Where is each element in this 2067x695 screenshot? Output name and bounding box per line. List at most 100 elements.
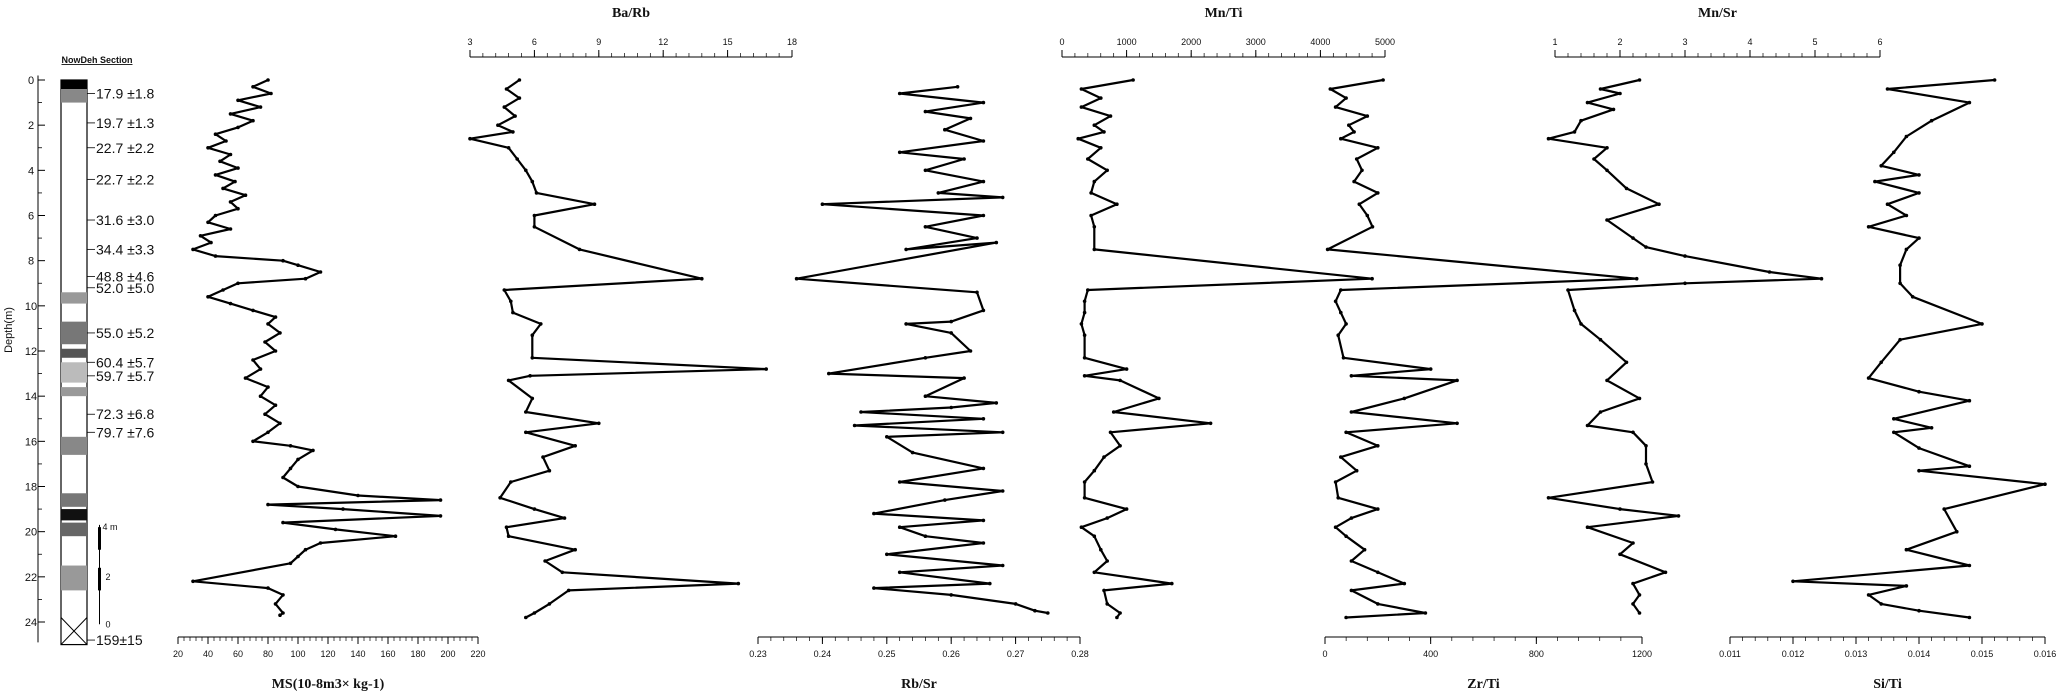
data-point bbox=[1339, 136, 1343, 141]
data-point bbox=[288, 466, 293, 471]
data-point bbox=[530, 396, 535, 401]
x-tick-label: 200 bbox=[440, 649, 455, 659]
data-point bbox=[1637, 593, 1642, 597]
x-tick-label: 180 bbox=[410, 649, 425, 659]
data-point bbox=[981, 139, 986, 143]
data-point bbox=[296, 263, 300, 268]
x-tick-label: 0.013 bbox=[1845, 649, 1868, 659]
data-point bbox=[1349, 516, 1354, 520]
data-point bbox=[1566, 288, 1570, 292]
data-point bbox=[1092, 534, 1097, 538]
x-tick-label: 800 bbox=[1529, 649, 1544, 659]
data-point bbox=[236, 281, 240, 286]
depth-tick-label: 20 bbox=[25, 527, 37, 539]
data-point bbox=[1000, 489, 1005, 493]
lithology-band bbox=[61, 387, 87, 397]
data-point bbox=[1333, 525, 1338, 529]
data-point bbox=[1618, 91, 1622, 96]
x-tick-label: 9 bbox=[596, 37, 601, 47]
data-point bbox=[1124, 367, 1129, 371]
data-point bbox=[263, 340, 267, 344]
panel-si-ti: 0.011 0.012 0.013 0.014 0.015 0.016 Si/Ti bbox=[1719, 78, 2056, 692]
data-point bbox=[1402, 396, 1407, 401]
data-point bbox=[1376, 602, 1380, 606]
data-point bbox=[1663, 570, 1668, 575]
data-point bbox=[243, 376, 248, 380]
data-point bbox=[1929, 118, 1934, 123]
age-label: 19.7 ±1.3 bbox=[96, 115, 154, 131]
data-point bbox=[1879, 360, 1883, 365]
data-point bbox=[981, 466, 986, 471]
data-point bbox=[1086, 288, 1090, 292]
data-point bbox=[1637, 396, 1642, 401]
data-point bbox=[1634, 276, 1639, 281]
x-tick-label: 0.27 bbox=[1007, 649, 1025, 659]
data-point bbox=[1904, 134, 1909, 139]
data-point bbox=[1333, 480, 1338, 484]
age-label: 34.4 ±3.3 bbox=[96, 241, 154, 257]
data-point bbox=[1105, 516, 1109, 520]
data-point bbox=[1904, 584, 1909, 588]
data-point bbox=[1572, 130, 1577, 134]
data-point bbox=[1910, 295, 1915, 299]
data-point bbox=[296, 484, 300, 489]
depth-tick-label: 2 bbox=[28, 120, 34, 132]
data-point bbox=[228, 112, 233, 116]
data-point bbox=[1967, 563, 1972, 568]
data-point bbox=[1102, 455, 1106, 459]
data-point bbox=[1000, 195, 1005, 200]
lithology-band bbox=[61, 89, 87, 103]
x-tick-label: 100 bbox=[290, 649, 305, 659]
data-point bbox=[562, 516, 567, 520]
x-tick-label: 0.015 bbox=[1971, 649, 1994, 659]
data-point bbox=[333, 527, 338, 532]
data-point bbox=[504, 525, 509, 529]
data-point bbox=[1455, 421, 1459, 426]
x-tick-label: 5 bbox=[1812, 37, 1817, 47]
data-point bbox=[393, 534, 398, 538]
data-point bbox=[243, 193, 248, 197]
data-point bbox=[1767, 270, 1772, 274]
x-tick-label: 2 bbox=[1617, 37, 1622, 47]
data-point bbox=[1967, 464, 1972, 469]
data-point bbox=[1423, 611, 1428, 615]
data-point bbox=[1076, 136, 1080, 141]
data-point bbox=[1082, 480, 1087, 484]
data-point bbox=[1917, 236, 1921, 240]
data-point bbox=[278, 613, 282, 617]
data-point bbox=[962, 157, 966, 161]
age-label: 22.7 ±2.2 bbox=[96, 140, 154, 156]
data-point bbox=[258, 105, 263, 109]
data-point bbox=[1579, 322, 1583, 326]
x-tick-label: 0.016 bbox=[2034, 649, 2057, 659]
data-point bbox=[1376, 444, 1380, 448]
data-point bbox=[281, 520, 285, 525]
data-point bbox=[1376, 507, 1380, 511]
x-tick-label: 6 bbox=[532, 37, 537, 47]
data-point bbox=[1344, 430, 1348, 435]
data-point bbox=[897, 480, 902, 484]
data-point bbox=[228, 200, 233, 204]
data-point bbox=[1917, 608, 1921, 613]
data-point bbox=[509, 299, 513, 304]
data-point bbox=[1917, 446, 1921, 450]
data-point bbox=[904, 247, 908, 252]
data-point bbox=[198, 234, 203, 238]
data-point bbox=[496, 123, 500, 127]
data-point bbox=[1592, 157, 1596, 161]
data-point bbox=[1546, 136, 1551, 141]
data-point bbox=[532, 611, 537, 615]
data-point bbox=[1898, 263, 1902, 268]
data-point bbox=[1339, 455, 1343, 459]
data-point bbox=[191, 579, 195, 584]
data-point bbox=[820, 202, 825, 206]
data-point bbox=[1455, 378, 1459, 383]
data-point bbox=[573, 444, 577, 448]
data-point bbox=[923, 109, 928, 114]
data-point bbox=[1376, 570, 1380, 575]
lithology-band bbox=[61, 509, 87, 521]
data-point bbox=[1598, 87, 1603, 91]
data-point bbox=[1428, 367, 1433, 371]
data-point bbox=[213, 254, 218, 258]
data-point bbox=[281, 611, 285, 615]
